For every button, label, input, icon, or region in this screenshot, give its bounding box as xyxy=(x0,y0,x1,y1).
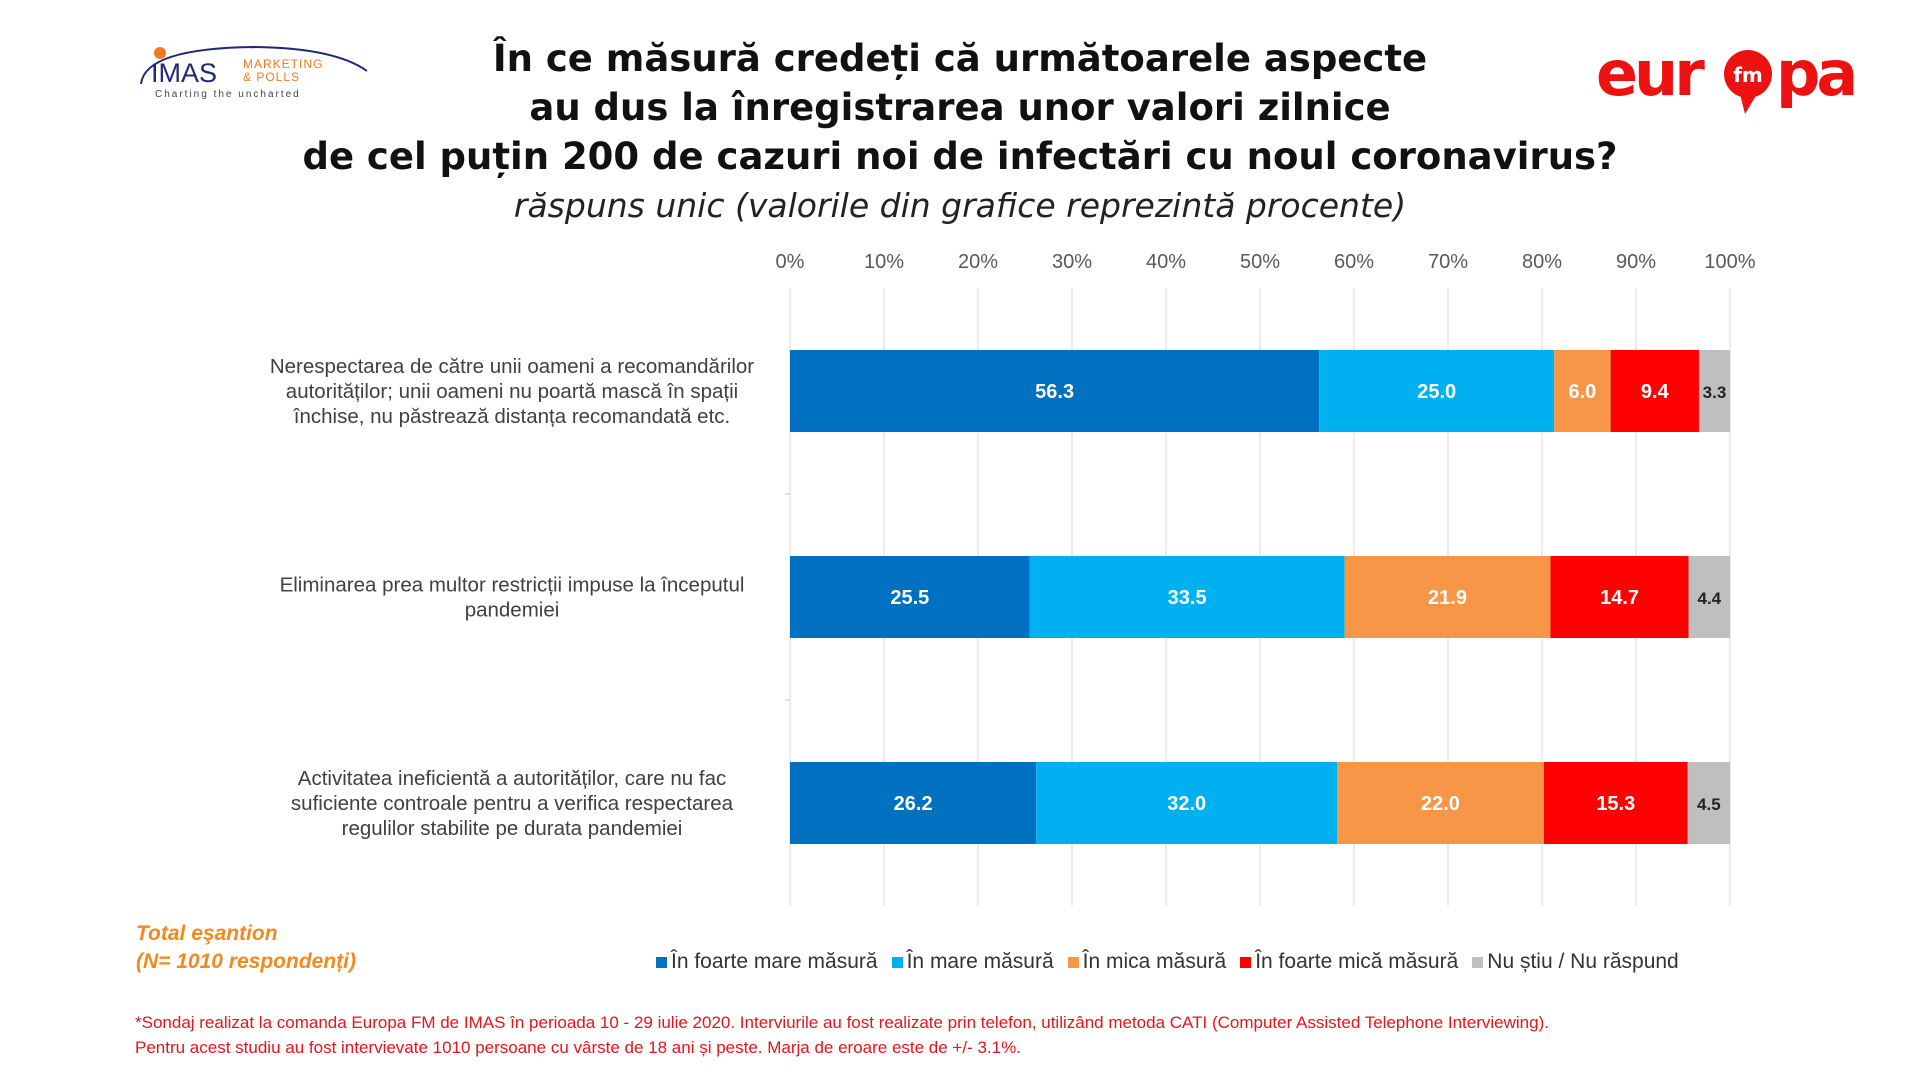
europa-fm-logo: eur fm pa xyxy=(1596,40,1858,114)
bar-segment xyxy=(1319,350,1555,432)
bar-segment xyxy=(1610,350,1699,432)
bar-segment xyxy=(1543,762,1688,844)
x-tick-label: 40% xyxy=(1146,251,1186,273)
svg-text:eur: eur xyxy=(1596,40,1705,110)
data-label: 22.0 xyxy=(1421,793,1460,815)
svg-text:fm: fm xyxy=(1733,63,1763,87)
x-tick-label: 30% xyxy=(1052,251,1092,273)
x-tick-label: 70% xyxy=(1428,251,1468,273)
data-label: 25.5 xyxy=(890,587,929,609)
data-label: 21.9 xyxy=(1428,587,1467,609)
legend-swatch xyxy=(891,956,903,968)
page-subtitle: răspuns unic (valorile din grafice repre… xyxy=(513,186,1407,225)
x-tick-label: 100% xyxy=(1704,251,1755,273)
svg-text:MARKETING: MARKETING xyxy=(243,57,323,71)
category-label: autorităților; unii oameni nu poartă mas… xyxy=(286,380,738,403)
legend-item: În mica măsură xyxy=(1067,950,1227,974)
footnote-line: *Sondaj realizat la comanda Europa FM de… xyxy=(135,1013,1549,1032)
legend-item: Nu știu / Nu răspund xyxy=(1472,950,1679,974)
bar-segment xyxy=(1554,350,1611,432)
x-tick-label: 80% xyxy=(1522,251,1562,273)
bar-segment xyxy=(1029,556,1345,638)
legend-label: În mare măsură xyxy=(906,950,1054,973)
category-label: regulilor stabilite pe durata pandemiei xyxy=(342,817,683,840)
page-title: În ce măsură credeți că următoarele aspe… xyxy=(0,34,1920,181)
data-label: 56.3 xyxy=(1035,381,1074,403)
x-tick-label: 90% xyxy=(1616,251,1656,273)
legend-label: Nu știu / Nu răspund xyxy=(1487,950,1679,973)
category-label: suficiente controale pentru a verifica r… xyxy=(291,792,734,815)
data-label: 4.5 xyxy=(1697,795,1721,814)
bar-segment xyxy=(1036,762,1338,844)
data-label: 14.7 xyxy=(1600,587,1639,609)
x-tick-label: 60% xyxy=(1334,251,1374,273)
data-label: 32.0 xyxy=(1167,793,1206,815)
data-label: 33.5 xyxy=(1168,587,1207,609)
imas-logo: IMAS MARKETING & POLLS Charting the unch… xyxy=(140,45,368,100)
legend-label: În foarte mică măsură xyxy=(1255,950,1459,973)
svg-text:pa: pa xyxy=(1776,40,1854,110)
category-label: Activitatea ineficientă a autorităților,… xyxy=(298,767,726,790)
x-tick-label: 0% xyxy=(776,251,805,273)
bar-segment xyxy=(1687,762,1730,844)
category-label: Nerespectarea de către unii oameni a rec… xyxy=(270,355,754,378)
x-tick-label: 50% xyxy=(1240,251,1280,273)
legend-label: În mica măsură xyxy=(1082,950,1227,973)
bar-segment xyxy=(1337,762,1544,844)
sample-info: Total eşantion (N= 1010 respondenți) xyxy=(136,920,356,976)
svg-text:IMAS: IMAS xyxy=(151,58,217,88)
data-label: 6.0 xyxy=(1569,381,1597,403)
legend-swatch xyxy=(1240,956,1252,968)
legend-item: În foarte mare măsură xyxy=(656,950,878,974)
bar-segment xyxy=(1698,350,1730,432)
legend-swatch xyxy=(1067,956,1079,968)
svg-text:Charting the uncharted: Charting the uncharted xyxy=(155,89,301,100)
bar-segment xyxy=(1344,556,1551,638)
sample-label: Total eşantion xyxy=(136,922,278,945)
bar-segment xyxy=(790,762,1037,844)
category-label: pandemiei xyxy=(465,599,560,622)
bar-segment xyxy=(1550,556,1689,638)
data-label: 25.0 xyxy=(1417,381,1456,403)
data-label: 4.4 xyxy=(1697,589,1721,608)
bar-segment xyxy=(790,556,1030,638)
category-label: închise, nu păstrează distanța recomanda… xyxy=(293,405,730,428)
title-line: În ce măsură credeți că următoarele aspe… xyxy=(492,37,1428,80)
legend-label: În foarte mare măsură xyxy=(671,950,878,973)
data-label: 26.2 xyxy=(894,793,933,815)
legend-swatch xyxy=(1472,956,1484,968)
data-label: 15.3 xyxy=(1596,793,1635,815)
sample-size: (N= 1010 respondenți) xyxy=(136,950,356,973)
bar-segment xyxy=(1688,556,1730,638)
title-line: de cel puțin 200 de cazuri noi de infect… xyxy=(302,135,1618,178)
data-label: 9.4 xyxy=(1641,381,1670,403)
title-line: au dus la înregistrarea unor valori ziln… xyxy=(529,86,1391,129)
svg-text:& POLLS: & POLLS xyxy=(243,70,300,84)
footnote-line: Pentru acest studiu au fost intervievate… xyxy=(135,1038,1021,1057)
legend-swatch xyxy=(656,956,667,968)
data-label: 3.3 xyxy=(1703,383,1727,402)
legend-item: În mare măsură xyxy=(891,950,1054,974)
bar-segment xyxy=(790,350,1320,432)
legend-item: În foarte mică măsură xyxy=(1240,950,1458,974)
footnote: *Sondaj realizat la comanda Europa FM de… xyxy=(135,1010,1549,1060)
x-tick-label: 10% xyxy=(864,251,904,273)
chart-legend: În foarte mare măsură În mare măsură În mi… xyxy=(656,950,1679,974)
category-label: Eliminarea prea multor restricții impuse… xyxy=(280,574,745,597)
x-tick-label: 20% xyxy=(958,251,998,273)
